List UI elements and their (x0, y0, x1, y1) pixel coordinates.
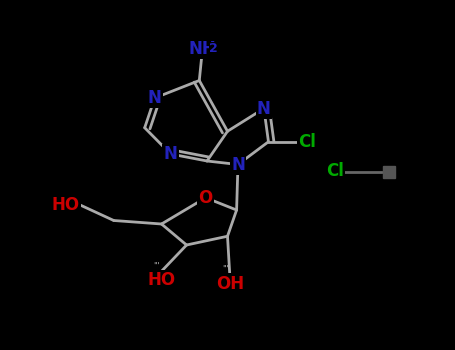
Text: N: N (257, 99, 271, 118)
Text: N: N (231, 155, 245, 174)
Text: ''': ''' (222, 265, 228, 274)
Text: HO: HO (51, 196, 80, 214)
Text: N: N (164, 145, 177, 163)
Text: N: N (148, 89, 162, 107)
Text: HO: HO (147, 271, 176, 289)
Text: Cl: Cl (326, 162, 344, 181)
Text: 2: 2 (209, 42, 218, 56)
Text: Cl: Cl (298, 133, 316, 151)
Text: ''': ''' (154, 261, 160, 271)
Text: OH: OH (216, 275, 244, 293)
Text: O: O (198, 189, 213, 207)
Text: NH: NH (189, 40, 216, 58)
